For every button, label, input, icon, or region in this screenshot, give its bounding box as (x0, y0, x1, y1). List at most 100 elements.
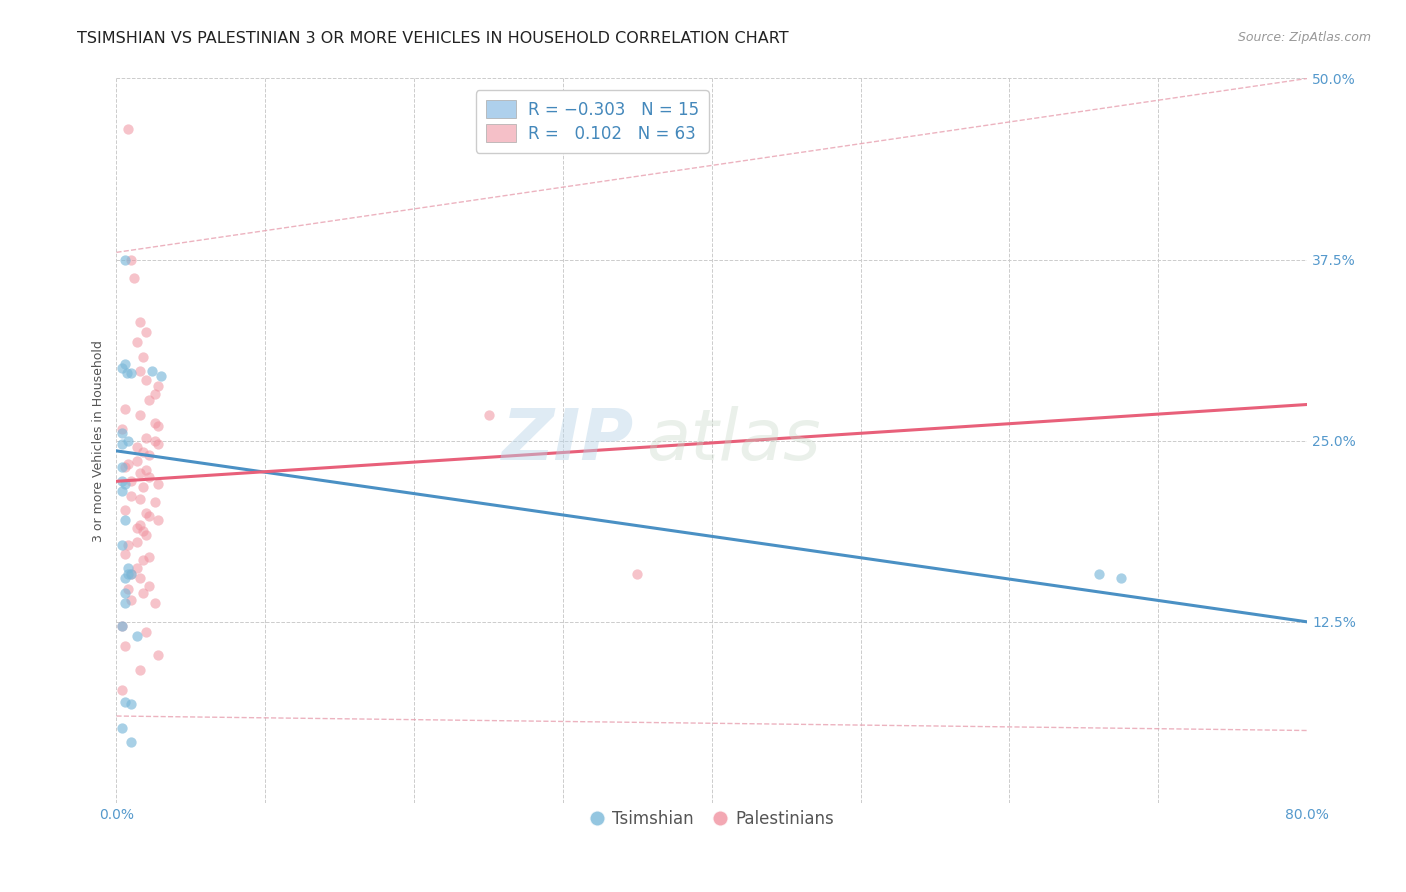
Point (129, 663, 152, 677)
Point (111, 426, 134, 441)
Point (135, 463, 157, 477)
Point (111, 459, 134, 474)
Point (135, 528, 157, 542)
Point (132, 350, 155, 364)
Point (150, 368, 173, 383)
Text: TSIMSHIAN VS PALESTINIAN 3 OR MORE VEHICLES IN HOUSEHOLD CORRELATION CHART: TSIMSHIAN VS PALESTINIAN 3 OR MORE VEHIC… (77, 31, 789, 46)
Point (146, 378, 169, 392)
Point (117, 538, 139, 552)
Point (111, 361, 134, 376)
Point (114, 547, 136, 561)
Point (143, 494, 166, 508)
Point (117, 567, 139, 582)
Point (111, 619, 134, 633)
Point (114, 459, 136, 474)
Point (117, 582, 139, 596)
Point (115, 366, 138, 380)
Point (114, 252, 136, 267)
Point (117, 122, 139, 136)
Point (114, 596, 136, 610)
Point (114, 640, 136, 654)
Point (1109, 571, 1132, 585)
Point (143, 596, 166, 610)
Point (124, 271, 146, 285)
Point (111, 475, 134, 489)
Point (138, 470, 160, 484)
Point (114, 513, 136, 527)
Point (114, 477, 136, 491)
Point (138, 549, 160, 564)
Point (146, 513, 169, 527)
Point (135, 506, 157, 520)
Point (111, 436, 134, 450)
Point (117, 561, 139, 575)
Point (127, 535, 149, 549)
Point (129, 364, 152, 378)
Point (111, 721, 134, 735)
Point (127, 335, 149, 350)
Point (127, 629, 149, 643)
Point (141, 364, 163, 378)
Point (129, 315, 152, 329)
Point (120, 735, 142, 749)
Point (129, 491, 152, 506)
Point (120, 698, 142, 712)
Point (146, 648, 169, 662)
Point (477, 408, 499, 422)
Point (114, 694, 136, 708)
Point (120, 567, 142, 582)
Point (127, 521, 149, 535)
Point (111, 682, 134, 697)
Point (114, 586, 136, 600)
Point (626, 567, 648, 582)
Point (138, 393, 160, 408)
Point (129, 466, 152, 480)
Point (132, 552, 155, 566)
Text: ZIP: ZIP (502, 406, 634, 475)
Point (135, 373, 157, 387)
Point (120, 252, 142, 267)
Point (111, 538, 134, 552)
Point (114, 571, 136, 585)
Text: Source: ZipAtlas.com: Source: ZipAtlas.com (1237, 31, 1371, 45)
Point (127, 454, 149, 468)
Point (143, 417, 166, 431)
Point (120, 567, 142, 582)
Y-axis label: 3 or more Vehicles in Household: 3 or more Vehicles in Household (93, 340, 105, 541)
Point (117, 457, 139, 471)
Point (1087, 567, 1109, 582)
Point (146, 419, 169, 434)
Point (135, 325, 157, 339)
Point (132, 524, 155, 538)
Point (120, 475, 142, 489)
Point (114, 401, 136, 416)
Text: atlas: atlas (647, 406, 821, 475)
Point (114, 357, 136, 371)
Point (135, 431, 157, 445)
Point (120, 489, 142, 503)
Point (129, 517, 152, 532)
Legend: Tsimshian, Palestinians: Tsimshian, Palestinians (583, 803, 841, 835)
Point (146, 477, 169, 491)
Point (138, 509, 160, 524)
Point (132, 445, 155, 459)
Point (129, 571, 152, 585)
Point (143, 434, 166, 448)
Point (114, 503, 136, 517)
Point (120, 366, 142, 380)
Point (138, 448, 160, 462)
Point (127, 440, 149, 454)
Point (132, 480, 155, 494)
Point (135, 624, 157, 639)
Point (111, 484, 134, 499)
Point (143, 387, 166, 401)
Point (117, 434, 139, 448)
Point (111, 619, 134, 633)
Point (127, 561, 149, 575)
Point (111, 422, 134, 436)
Point (132, 586, 155, 600)
Point (146, 436, 169, 450)
Point (129, 408, 152, 422)
Point (138, 579, 160, 593)
Point (120, 593, 142, 607)
